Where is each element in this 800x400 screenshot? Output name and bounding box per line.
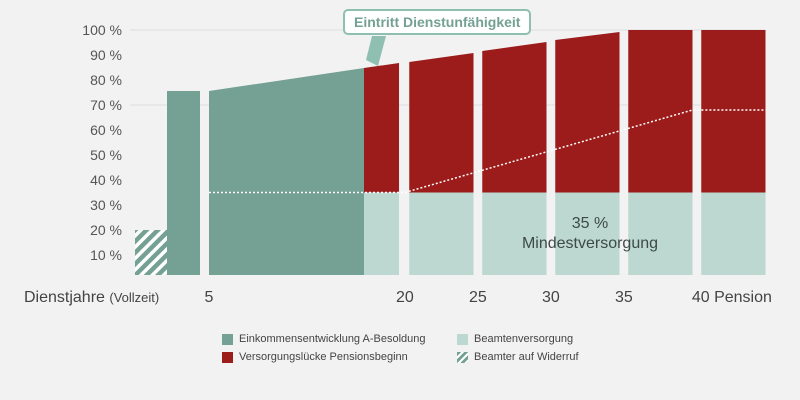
legend-swatch (457, 333, 468, 345)
legend-label: Versorgungslücke Pensionsbeginn (239, 351, 408, 363)
bar-einkommen (167, 91, 200, 275)
bar-versorgung (482, 192, 547, 275)
x-tick-label: 20 (396, 289, 414, 306)
legend-label: Beamtenversorgung (474, 333, 574, 345)
x-axis-label-note: (Vollzeit) (109, 290, 159, 305)
bar-luecke (364, 63, 400, 193)
legend-item-versorgung: Beamtenversorgung (457, 333, 657, 345)
y-tick-label: 50 % (90, 147, 122, 163)
x-tick-label: 25 (469, 289, 487, 306)
callout-dienstunfaehigkeit: Eintritt Dienstunfähigkeit (343, 9, 532, 35)
min-pct-label: 35 % (572, 215, 608, 232)
legend-label: Beamter auf Widerruf (474, 351, 579, 363)
bar-luecke (628, 30, 693, 193)
callout-pointer (366, 36, 386, 66)
bar-versorgung (701, 192, 766, 275)
bar-versorgung (628, 192, 693, 275)
bar-einkommen (209, 68, 364, 275)
y-tick-label: 10 % (90, 247, 122, 263)
x-tick-label: 5 (205, 289, 214, 306)
y-tick-label: 80 % (90, 72, 122, 88)
legend-item-einkommen: Einkommensentwicklung A-Besoldung (222, 333, 457, 345)
bar-luecke (409, 53, 474, 193)
legend-swatch (222, 351, 233, 363)
y-tick-label: 70 % (90, 97, 122, 113)
bar-luecke (555, 32, 620, 193)
legend-swatch (457, 351, 468, 363)
pension-line (209, 109, 766, 194)
y-tick-label: 100 % (82, 22, 122, 38)
bar-versorgung (364, 192, 400, 275)
bar-luecke (482, 42, 547, 193)
bar-versorgung (409, 192, 474, 275)
bar-versorgung (555, 192, 620, 275)
y-tick-label: 20 % (90, 222, 122, 238)
x-tick-label: 35 (615, 289, 633, 306)
legend-swatch (222, 333, 233, 345)
bar-luecke (701, 30, 766, 193)
bar-widerruf (135, 230, 167, 275)
y-tick-label: 60 % (90, 122, 122, 138)
y-tick-label: 40 % (90, 172, 122, 188)
y-tick-label: 90 % (90, 47, 122, 63)
x-tick-label: 40 Pension (692, 289, 772, 306)
x-axis-label: Dienstjahre (Vollzeit) (24, 289, 159, 306)
legend-item-luecke: Versorgungslücke Pensionsbeginn (222, 351, 457, 363)
y-tick-label: 30 % (90, 197, 122, 213)
legend-item-widerruf: Beamter auf Widerruf (457, 351, 657, 363)
legend-label: Einkommensentwicklung A-Besoldung (239, 333, 426, 345)
x-tick-label: 30 (542, 289, 560, 306)
legend: Einkommensentwicklung A-Besoldung Beamte… (222, 333, 657, 363)
min-label: Mindestversorgung (522, 235, 658, 252)
